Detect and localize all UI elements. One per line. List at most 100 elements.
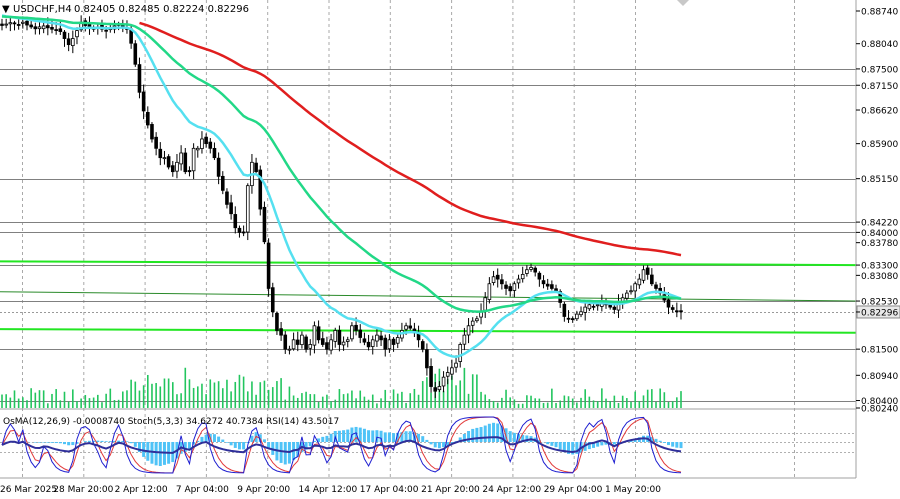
candle-body [200,138,204,149]
time-tick-label: 26 Mar 2025 [0,485,57,495]
candle-body [466,325,471,336]
candle-body [54,29,58,31]
price-tick-label: 0.80940 [861,372,898,382]
candle-body [391,338,396,345]
candle-body [587,304,592,310]
candle-body [545,283,550,287]
candle-body [179,152,183,165]
candle-body [629,290,633,293]
price-tick-label: 0.85150 [861,175,898,185]
candle-body [245,185,250,233]
candle-body [12,22,17,25]
price-tick-label: 0.84000 [861,229,898,239]
candle-body [58,28,63,32]
candle-body [475,318,479,322]
candle-body [191,147,196,172]
candle-body [87,23,92,28]
candle-body [37,26,42,30]
time-tick-label: 9 Apr 20:00 [237,485,290,495]
candle-body [537,272,542,280]
price-axis-labels: 0.88740 0.88040 0.87500 0.87150 0.86620 0.859… [856,8,900,415]
candle-body [483,297,488,311]
candle-body [154,136,158,149]
candle-body [579,311,583,316]
candle-body [104,29,108,32]
candle-body [666,299,671,308]
candle-body [425,349,429,369]
candle-body [520,274,525,280]
candle-body [241,231,246,234]
horizontal-levels [0,69,856,402]
candle-body [429,366,433,387]
candle-body [441,376,446,387]
candle-body [562,303,567,317]
candle-body [675,310,679,313]
price-tick-label: 0.87150 [861,82,898,92]
ema-fast-line [1,14,682,359]
candle-body [491,276,496,283]
candle-body [145,111,150,126]
candle-body [162,157,167,160]
candle-body [300,334,304,346]
ema-slow-line [139,21,682,257]
candle-body [166,156,171,168]
candle-body [583,306,587,313]
candle-body [62,31,67,39]
candle-body [395,337,400,344]
candle-body [229,202,233,215]
price-tick-label: 0.83300 [861,262,898,272]
candle-body [33,26,38,30]
price-tick-label: 0.81500 [861,346,898,356]
time-tick-label: 17 Apr 04:00 [360,485,419,495]
candle-body [533,267,538,273]
candle-body [175,161,179,172]
resistance-line [0,260,857,267]
candle-body [291,339,296,350]
chart-menu-icon[interactable]: ▼ [2,4,10,15]
volume-bars [1,367,682,408]
candle-body [670,307,675,310]
candle-body [233,214,238,229]
candle-body [350,325,354,340]
candle-body [433,387,438,392]
ema-mid-line [1,15,682,313]
candle-body [183,152,188,173]
candle-body [337,329,342,345]
candle-body [404,325,408,330]
candle-body [66,38,71,46]
candle-body [150,124,154,140]
candle-body [362,338,367,343]
candle-body [333,330,338,342]
candle-body [312,325,317,346]
candle-body [275,312,279,331]
candle-body [329,339,333,351]
candle-body [187,170,192,173]
price-tick-label: 0.80400 [861,397,898,407]
chart-shift-marker-icon[interactable] [677,0,689,6]
candle-body [254,162,258,173]
candle-body [304,336,308,350]
candle-body [308,344,313,349]
price-tick-label: 0.82530 [861,298,898,308]
candle-body [379,335,383,341]
time-tick-label: 21 Apr 20:00 [421,485,480,495]
candle-body [550,284,554,289]
candle-body [21,21,25,24]
candle-body [258,169,263,210]
candle-body [158,148,163,159]
support-line [0,328,857,334]
oscillator-panel [0,416,856,474]
candle-body [141,91,146,112]
time-tick-label: 7 Apr 04:00 [176,485,229,495]
price-tick-label: 0.87500 [861,65,898,75]
candle-body [4,23,8,26]
candle-body [500,279,504,285]
candle-body [237,227,242,233]
price-tick-label: 0.82296 [861,308,898,318]
candle-body [320,338,325,345]
candle-body [458,344,463,362]
candle-body [420,341,425,350]
stoch-main-line [1,416,682,474]
